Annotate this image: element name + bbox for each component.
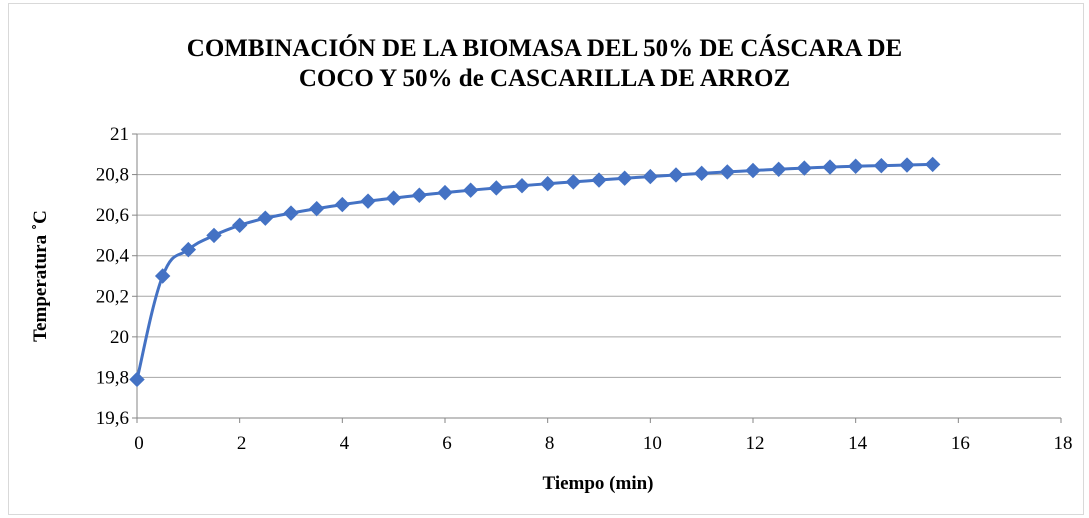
chart-frame [8, 3, 1084, 515]
y-tick-label: 19,6 [96, 408, 129, 429]
y-tick-label: 20,8 [96, 165, 129, 186]
x-tick-label: 2 [237, 433, 247, 454]
data-point-marker [488, 180, 505, 196]
x-tick-label: 6 [442, 433, 452, 454]
chart-title: COMBINACIÓN DE LA BIOMASA DEL 50% DE CÁS… [0, 34, 1089, 94]
y-tick-label: 20,4 [96, 246, 130, 267]
x-tick-label: 10 [643, 433, 662, 454]
data-point-marker [206, 227, 222, 244]
y-axis-title: Temperatura ˚C [30, 210, 51, 342]
y-tick-label: 20,6 [96, 205, 129, 226]
data-point-marker [411, 187, 428, 203]
data-point-marker [873, 157, 890, 174]
x-tick-label: 18 [1054, 433, 1073, 454]
data-point-marker [257, 210, 274, 226]
axes [132, 133, 1062, 423]
data-point-marker [822, 159, 838, 175]
y-tick-label: 20,2 [96, 286, 129, 307]
data-point-marker [231, 217, 248, 233]
data-point-marker [154, 268, 171, 284]
data-point-marker [539, 175, 556, 192]
data-point-marker [308, 200, 325, 217]
data-point-marker [462, 182, 479, 198]
data-point-marker [847, 158, 864, 174]
data-point-marker [360, 193, 376, 209]
y-tick-label: 19,8 [96, 367, 129, 388]
data-point-marker [437, 184, 453, 201]
data-point-marker [899, 157, 915, 173]
data-point-marker [334, 196, 351, 213]
gridlines [137, 133, 1061, 378]
data-point-marker [180, 241, 197, 258]
x-tick-label: 12 [746, 433, 765, 454]
data-point-marker [514, 178, 530, 194]
chart-title-line-2: COCO Y 50% de CASCARILLA DE ARROZ [298, 65, 791, 92]
x-tick-label: 16 [951, 433, 970, 454]
y-tick-label: 21 [110, 124, 129, 145]
x-tick-label: 4 [340, 433, 350, 454]
x-tick-label: 0 [134, 433, 144, 454]
data-point-marker [745, 162, 761, 179]
data-point-marker [719, 164, 736, 180]
data-point-marker [385, 190, 402, 206]
series-layer [129, 156, 941, 388]
x-tick-label: 8 [545, 433, 555, 454]
data-point-marker [642, 168, 659, 185]
data-point-marker [770, 161, 787, 178]
data-point-marker [283, 205, 299, 221]
data-point-marker [924, 156, 941, 173]
data-point-marker [796, 160, 813, 176]
data-point-marker [591, 172, 607, 188]
data-point-marker [129, 371, 145, 388]
x-tick-label: 14 [848, 433, 868, 454]
data-point-marker [668, 167, 684, 183]
data-point-marker [693, 165, 710, 182]
x-axis-title: Tiempo (min) [542, 473, 653, 494]
data-point-marker [565, 174, 582, 190]
chart-title-line-1: COMBINACIÓN DE LA BIOMASA DEL 50% DE CÁS… [186, 35, 903, 62]
y-tick-label: 20 [110, 327, 129, 348]
series-line [135, 162, 933, 380]
tick-labels: 19,6 19,8 20 20,2 20,4 20,6 20,8 21 0 2 4 6 8 10 12 14 1… [96, 124, 1073, 454]
data-point-marker [616, 170, 633, 186]
